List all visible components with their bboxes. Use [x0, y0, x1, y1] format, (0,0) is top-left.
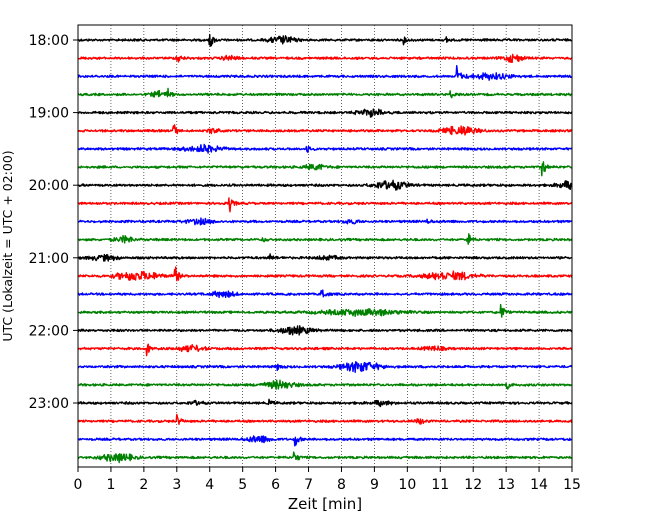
x-tick-label: 7: [304, 477, 313, 493]
x-tick-label: 12: [464, 477, 482, 493]
x-axis: 0 1 2 3 4 5 6 7 8 9 10 11 12 13 14 15: [74, 467, 581, 493]
seismic-trace: [77, 413, 573, 425]
x-tick-label: 4: [205, 477, 214, 493]
seismic-trace: [77, 253, 573, 262]
seismic-trace: [77, 435, 573, 447]
x-tick-label: 9: [370, 477, 379, 493]
x-tick-label: 13: [497, 477, 515, 493]
x-tick-label: 8: [337, 477, 346, 493]
seismic-trace: [77, 143, 573, 154]
seismic-trace: [77, 179, 573, 191]
x-tick-label: 5: [238, 477, 247, 493]
x-tick-label: 10: [398, 477, 416, 493]
x-tick-label: 6: [271, 477, 280, 493]
seismic-trace: [77, 379, 573, 390]
seismic-trace: [77, 33, 573, 47]
seismic-traces: [77, 33, 573, 464]
y-tick-label: 20:00: [29, 178, 69, 194]
x-tick-label: 3: [172, 477, 181, 493]
seismic-trace: [77, 53, 573, 64]
seismic-trace: [77, 398, 573, 408]
x-tick-label: 11: [431, 477, 449, 493]
seismic-trace: [77, 343, 573, 357]
seismic-trace: [77, 217, 573, 226]
y-axis: 18:00 19:00 20:00 21:00 22:00 23:00: [29, 33, 78, 412]
seismic-trace: [77, 161, 573, 177]
seismic-trace: [77, 361, 573, 374]
y-tick-label: 19:00: [29, 106, 69, 122]
seismic-trace: [77, 64, 573, 81]
x-tick-label: 0: [74, 477, 83, 493]
seismic-trace: [77, 233, 573, 245]
seismic-trace: [77, 289, 573, 299]
x-tick-label: 14: [530, 477, 548, 493]
x-axis-label: Zeit [min]: [288, 495, 362, 513]
y-tick-label: 22:00: [29, 323, 69, 339]
x-gridlines: [110, 25, 540, 467]
y-axis-label: UTC (Lokalzeit = UTC + 02:00): [0, 150, 15, 341]
y-tick-label: 21:00: [29, 251, 69, 267]
seismic-trace: [77, 124, 573, 136]
seismic-trace: [77, 197, 573, 213]
x-tick-label: 2: [139, 477, 148, 493]
plot-frame: [77, 24, 573, 468]
x-tick-label: 15: [563, 477, 581, 493]
seismic-trace: [77, 325, 573, 336]
x-tick-label: 1: [106, 477, 115, 493]
y-tick-label: 23:00: [29, 396, 69, 412]
y-tick-label: 18:00: [29, 33, 69, 49]
seismic-trace: [77, 108, 573, 118]
seismic-trace: [77, 87, 573, 99]
seismic-trace: [77, 303, 573, 318]
seismic-trace: [77, 451, 573, 464]
seismic-trace: [77, 266, 573, 282]
